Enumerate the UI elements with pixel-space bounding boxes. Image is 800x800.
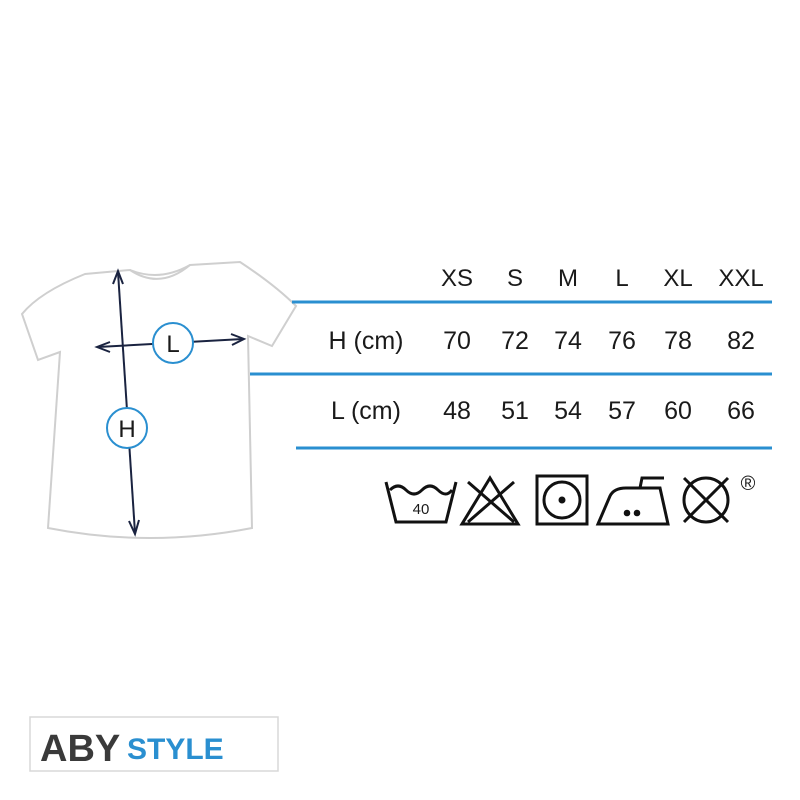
wash-temp: 40 [413,501,430,518]
size-value: 76 [608,327,636,355]
size-value: 66 [727,397,755,425]
height-badge [106,407,148,449]
size-value: 72 [501,327,529,355]
brand-style: STYLE [127,733,224,766]
size-value: 57 [608,397,636,425]
size-header: M [558,265,578,292]
size-table: XS S M L XL XXL H (cm) 70 72 74 76 78 82 L (cm) 48 51 54… [329,265,764,425]
width-label: L [166,331,179,358]
size-header: XS [441,265,473,292]
size-header: XXL [718,265,763,292]
size-value: 60 [664,397,692,425]
size-value: 82 [727,327,755,355]
care-symbols [384,474,730,526]
size-value: 54 [554,397,582,425]
height-label: H [118,416,135,443]
width-badge [152,322,194,364]
size-value: 74 [554,327,582,355]
brand-aby: ABY [40,728,120,770]
size-header: L [615,265,628,292]
size-header: S [507,265,523,292]
row-label: L (cm) [331,397,401,425]
size-value: 70 [443,327,471,355]
registered-mark: ® [741,473,756,495]
size-value: 78 [664,327,692,355]
size-value: 51 [501,397,529,425]
row-label: H (cm) [329,327,404,355]
size-header: XL [663,265,692,292]
tshirt-collar [129,264,191,276]
size-value: 48 [443,397,471,425]
brand-box [29,716,279,772]
